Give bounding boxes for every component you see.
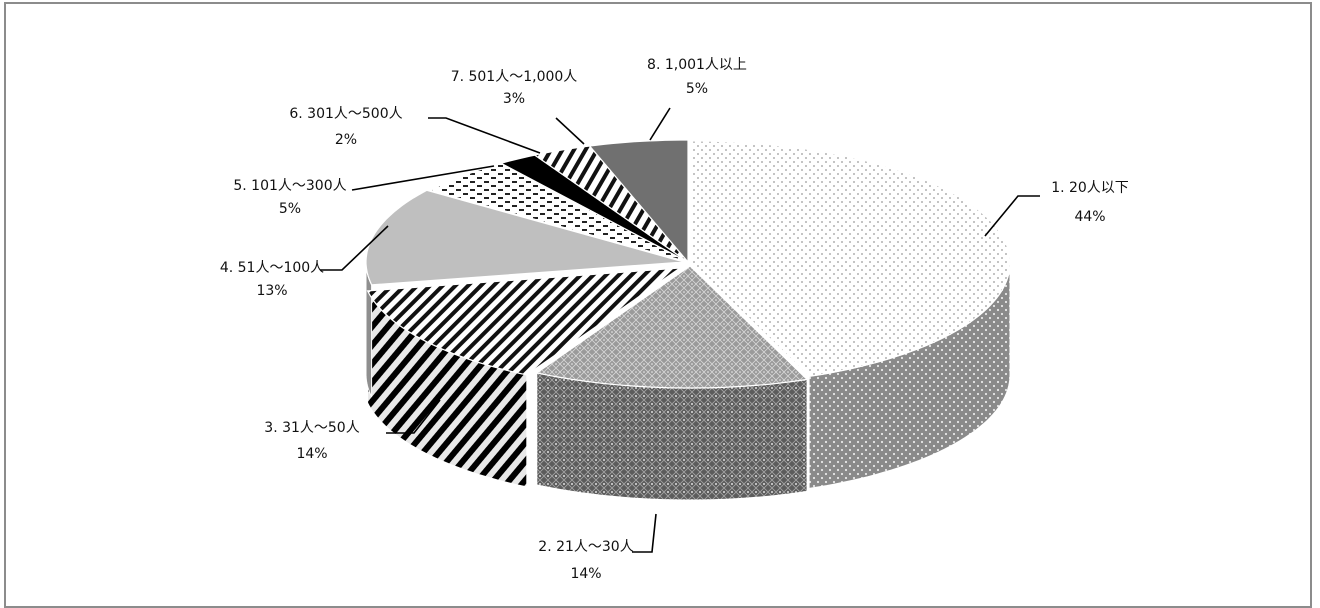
- slice-value-label-8: 5%: [686, 81, 708, 97]
- pie-slice-1: [691, 140, 1011, 378]
- leader-line-7: [555, 117, 585, 145]
- slice-label-3: 3. 31人～50人: [264, 420, 359, 436]
- slice-value-label-6: 2%: [335, 132, 357, 148]
- pie-slice-6: [499, 154, 689, 263]
- slice-value-label-3: 14%: [296, 446, 327, 462]
- slice-label-8: 8. 1,001人以上: [647, 57, 747, 73]
- slice-label-4: 4. 51人～100人: [220, 260, 324, 276]
- pie-slice-2: [535, 265, 809, 389]
- slice-value-label-7: 3%: [503, 91, 525, 107]
- leader-lines: [320, 107, 1040, 553]
- pie-tops: [365, 139, 1011, 389]
- slice-value-label-2: 14%: [570, 566, 601, 582]
- slice-value-label-5: 5%: [279, 201, 301, 217]
- slice-labels: 1. 20人以下 44% 2. 21人～30人 14% 3. 31人～50人 14% 4. …: [220, 57, 1129, 582]
- pie-slice-7: [533, 145, 689, 263]
- pie-side-2: [536, 372, 808, 501]
- leader-line-8: [649, 107, 671, 141]
- slice-value-label-1: 44%: [1074, 209, 1105, 225]
- leader-line-3: [386, 399, 441, 434]
- leader-line-4: [320, 225, 389, 271]
- slice-label-5: 5. 101人～300人: [233, 178, 346, 194]
- slice-label-6: 6. 301人～500人: [289, 106, 402, 122]
- slice-label-1: 1. 20人以下: [1051, 180, 1129, 196]
- pie-slice-8: [588, 139, 689, 264]
- leader-line-2: [632, 513, 657, 553]
- leader-line-5: [351, 165, 495, 191]
- slice-label-2: 2. 21人～30人: [538, 539, 633, 555]
- slice-label-7: 7. 501人～1,000人: [451, 69, 578, 85]
- leader-line-6: [428, 117, 541, 154]
- slice-value-label-4: 13%: [256, 283, 287, 299]
- pie-sides: [365, 262, 1011, 501]
- pie-slice-4: [365, 189, 685, 286]
- leader-line-1: [984, 195, 1040, 237]
- pie-slice-3: [366, 267, 683, 376]
